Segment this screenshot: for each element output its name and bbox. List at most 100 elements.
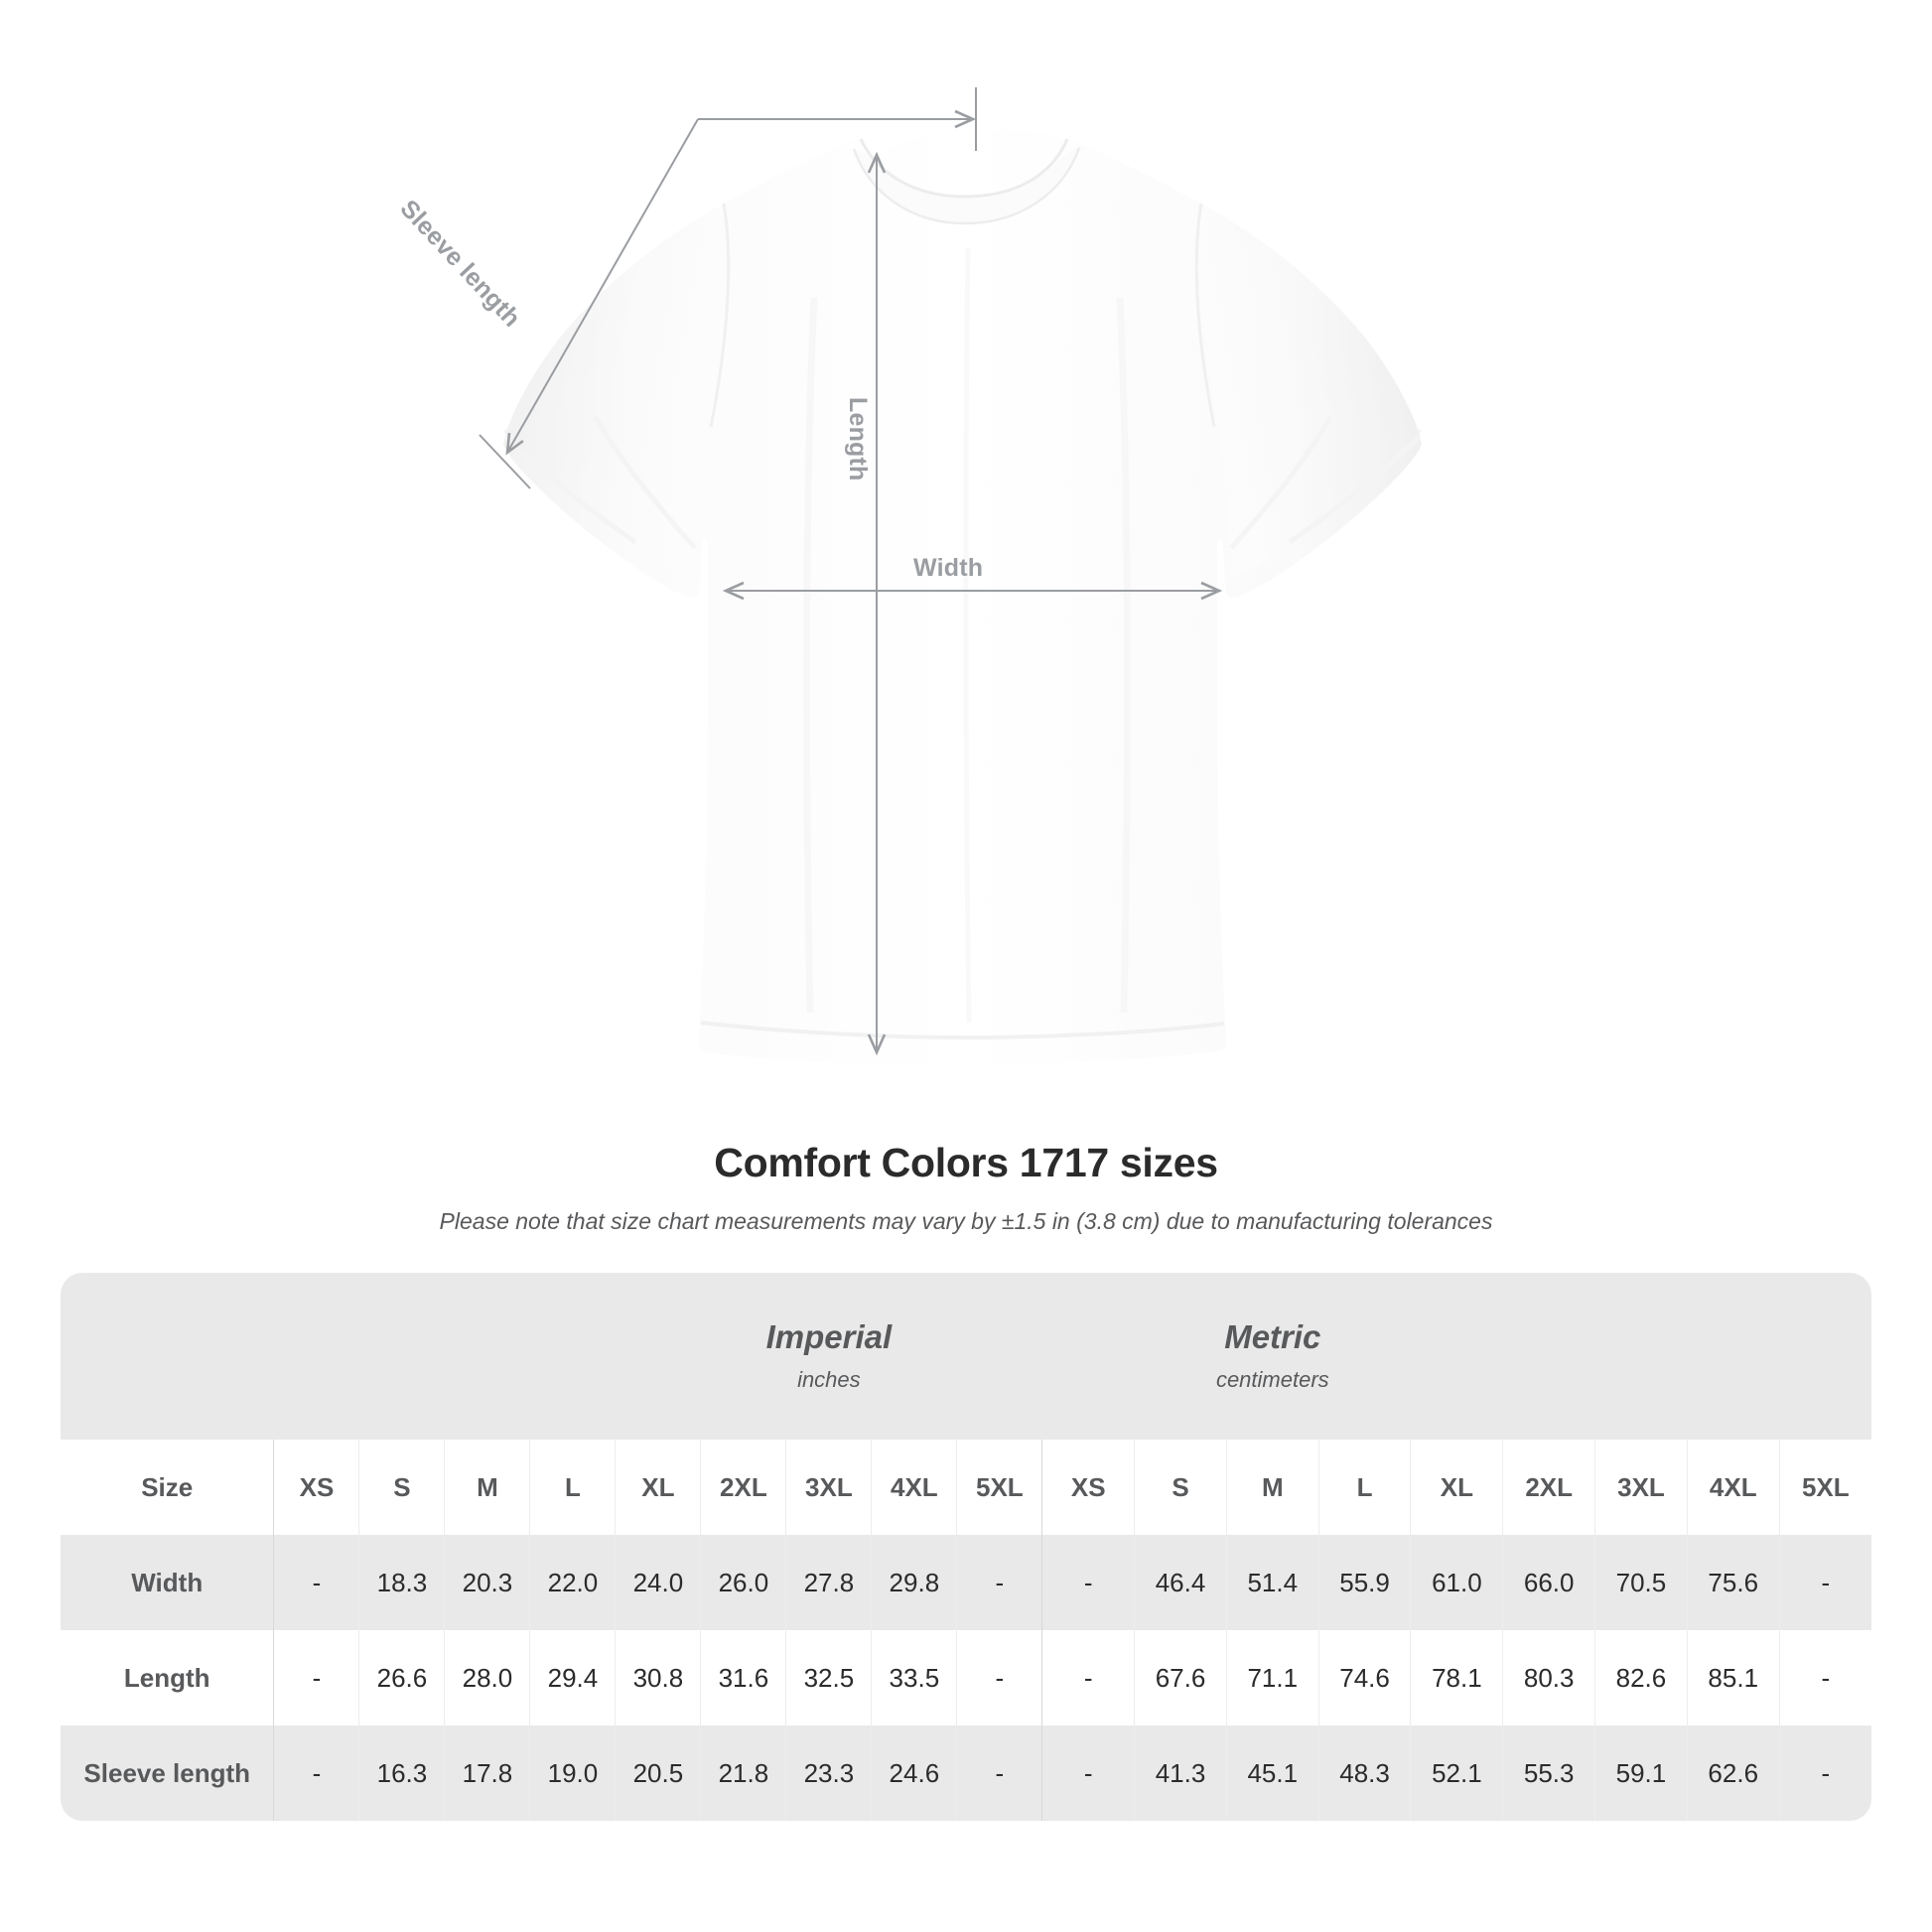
cell-length-met-2xl: 80.3 — [1502, 1630, 1595, 1725]
cell-width-imp-2xl: 26.0 — [700, 1535, 786, 1630]
page-title: Comfort Colors 1717 sizes — [714, 1140, 1218, 1185]
cell-width-met-2xl: 66.0 — [1502, 1535, 1595, 1630]
cell-width-imp-5xl: - — [956, 1535, 1042, 1630]
cell-sleeve-imp-s: 16.3 — [358, 1725, 445, 1821]
size-table-container: Imperial inches Metric centimeters Size … — [61, 1273, 1871, 1821]
cell-width-imp-xs: - — [273, 1535, 359, 1630]
cell-sleeve-met-l: 48.3 — [1317, 1725, 1411, 1821]
tshirt-illustration-svg — [479, 87, 1422, 1065]
cell-length-met-xs: - — [1041, 1630, 1135, 1725]
cell-sleeve-imp-xs: - — [273, 1725, 359, 1821]
cell-sleeve-imp-m: 17.8 — [444, 1725, 530, 1821]
size-header-imperial-m: M — [444, 1440, 530, 1535]
size-table: Imperial inches Metric centimeters Size … — [61, 1273, 1871, 1821]
size-header-row: Size XS S M L XL 2XL 3XL 4XL 5XL XS S M … — [61, 1440, 1871, 1535]
cell-width-met-m: 51.4 — [1225, 1535, 1319, 1630]
cell-sleeve-imp-2xl: 21.8 — [700, 1725, 786, 1821]
cell-sleeve-met-xl: 52.1 — [1410, 1725, 1503, 1821]
unit-header-row: Imperial inches Metric centimeters — [61, 1273, 1871, 1440]
sleeve-arrow-diagonal — [505, 118, 699, 456]
cell-length-met-xl: 78.1 — [1410, 1630, 1503, 1725]
size-header-imperial-l: L — [529, 1440, 616, 1535]
cell-length-met-l: 74.6 — [1317, 1630, 1411, 1725]
cell-length-met-3xl: 82.6 — [1594, 1630, 1688, 1725]
unit-header-left-pad — [61, 1273, 616, 1440]
unit-header-imperial: Imperial inches — [615, 1273, 1042, 1440]
cell-length-imp-xl: 30.8 — [615, 1630, 701, 1725]
cell-width-met-4xl: 75.6 — [1686, 1535, 1780, 1630]
cell-sleeve-imp-xl: 20.5 — [615, 1725, 701, 1821]
cell-width-met-xs: - — [1041, 1535, 1135, 1630]
size-header-metric-5xl: 5XL — [1778, 1440, 1871, 1535]
cell-sleeve-met-2xl: 55.3 — [1502, 1725, 1595, 1821]
cell-length-imp-4xl: 33.5 — [871, 1630, 957, 1725]
cell-width-imp-l: 22.0 — [529, 1535, 616, 1630]
cell-sleeve-met-s: 41.3 — [1134, 1725, 1227, 1821]
cell-length-imp-2xl: 31.6 — [700, 1630, 786, 1725]
cell-width-met-l: 55.9 — [1317, 1535, 1411, 1630]
size-header-imperial-5xl: 5XL — [956, 1440, 1042, 1535]
cell-width-met-s: 46.4 — [1134, 1535, 1227, 1630]
cell-length-met-4xl: 85.1 — [1686, 1630, 1780, 1725]
size-header-metric-m: M — [1225, 1440, 1319, 1535]
unit-sub-imperial: inches — [797, 1367, 861, 1393]
unit-name-imperial: Imperial — [765, 1317, 893, 1355]
size-header-metric-3xl: 3XL — [1594, 1440, 1688, 1535]
tshirt-body-shape — [503, 129, 1422, 1065]
cell-width-met-5xl: - — [1778, 1535, 1871, 1630]
cell-length-met-m: 71.1 — [1225, 1630, 1319, 1725]
size-header-metric-s: S — [1134, 1440, 1227, 1535]
size-header-imperial-s: S — [358, 1440, 445, 1535]
cell-sleeve-imp-4xl: 24.6 — [871, 1725, 957, 1821]
size-header-metric-l: L — [1317, 1440, 1411, 1535]
measurement-guides — [479, 87, 1223, 1056]
size-header-metric-2xl: 2XL — [1502, 1440, 1595, 1535]
unit-sub-metric: centimeters — [1215, 1367, 1329, 1393]
cell-sleeve-met-5xl: - — [1778, 1725, 1871, 1821]
cell-width-imp-3xl: 27.8 — [785, 1535, 872, 1630]
cell-width-imp-4xl: 29.8 — [871, 1535, 957, 1630]
cell-length-imp-l: 29.4 — [529, 1630, 616, 1725]
size-header-metric-xl: XL — [1410, 1440, 1503, 1535]
length-label: Length — [844, 397, 872, 482]
table-row: Width - 18.3 20.3 22.0 24.0 26.0 27.8 29… — [61, 1535, 1871, 1630]
tolerance-note: Please note that size chart measurements… — [439, 1208, 1493, 1234]
cell-sleeve-met-xs: - — [1041, 1725, 1135, 1821]
cell-width-imp-xl: 24.0 — [615, 1535, 701, 1630]
size-header-imperial-3xl: 3XL — [785, 1440, 872, 1535]
size-header-imperial-2xl: 2XL — [700, 1440, 786, 1535]
cell-width-imp-m: 20.3 — [444, 1535, 530, 1630]
row-label-width: Width — [61, 1535, 274, 1630]
cell-width-met-xl: 61.0 — [1410, 1535, 1503, 1630]
cell-length-imp-s: 26.6 — [358, 1630, 445, 1725]
cell-sleeve-imp-3xl: 23.3 — [785, 1725, 872, 1821]
unit-name-metric: Metric — [1224, 1317, 1321, 1355]
size-header-metric-xs: XS — [1041, 1440, 1135, 1535]
row-label-sleeve-length: Sleeve length — [61, 1725, 274, 1821]
unit-header-metric: Metric centimeters — [1041, 1273, 1503, 1440]
title-block: Comfort Colors 1717 sizes Please note th… — [0, 1140, 1932, 1235]
cell-sleeve-met-m: 45.1 — [1225, 1725, 1319, 1821]
cell-length-met-5xl: - — [1778, 1630, 1871, 1725]
sleeve-tick-bottom — [479, 434, 531, 489]
unit-header-right-pad — [1502, 1273, 1871, 1440]
cell-sleeve-met-3xl: 59.1 — [1594, 1725, 1688, 1821]
cell-length-met-s: 67.6 — [1134, 1630, 1227, 1725]
cell-width-imp-s: 18.3 — [358, 1535, 445, 1630]
size-header-imperial-xs: XS — [273, 1440, 359, 1535]
table-row: Length - 26.6 28.0 29.4 30.8 31.6 32.5 3… — [61, 1630, 1871, 1725]
size-header-imperial-4xl: 4XL — [871, 1440, 957, 1535]
cell-length-imp-5xl: - — [956, 1630, 1042, 1725]
cell-sleeve-imp-l: 19.0 — [529, 1725, 616, 1821]
cell-length-imp-3xl: 32.5 — [785, 1630, 872, 1725]
cell-length-imp-m: 28.0 — [444, 1630, 530, 1725]
cell-sleeve-imp-5xl: - — [956, 1725, 1042, 1821]
table-row: Sleeve length - 16.3 17.8 19.0 20.5 21.8… — [61, 1725, 1871, 1821]
size-header-imperial-xl: XL — [615, 1440, 701, 1535]
tshirt-diagram: Sleeve length Length Width — [395, 87, 1422, 1065]
cell-sleeve-met-4xl: 62.6 — [1686, 1725, 1780, 1821]
size-header-metric-4xl: 4XL — [1686, 1440, 1780, 1535]
cell-length-imp-xs: - — [273, 1630, 359, 1725]
cell-width-met-3xl: 70.5 — [1594, 1535, 1688, 1630]
